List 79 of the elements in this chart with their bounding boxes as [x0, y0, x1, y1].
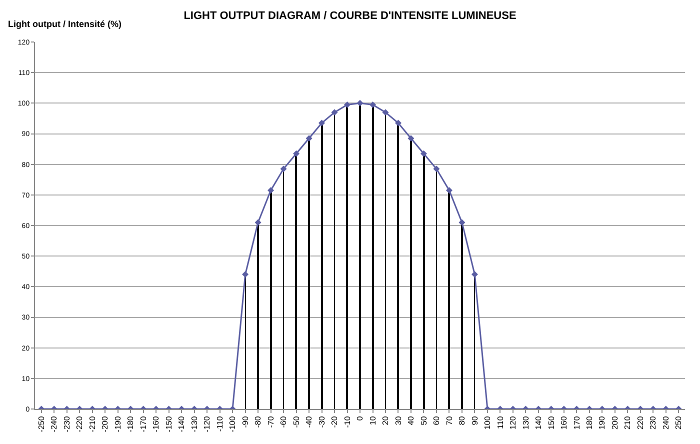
y-axis-title: Light output / Intensité (%)	[8, 19, 122, 29]
point	[242, 271, 249, 278]
point	[420, 150, 427, 157]
point	[356, 100, 364, 106]
x-tick-label: -10	[342, 416, 352, 428]
x-tick-label: 80	[458, 416, 467, 426]
x-tick-label: -220	[75, 416, 84, 432]
x-tick-label: 110	[496, 416, 505, 429]
point	[382, 109, 389, 116]
x-tick-label: 170	[572, 416, 582, 430]
x-tick-label: 90	[470, 416, 480, 426]
point	[458, 219, 466, 226]
x-tick-label: -140	[177, 416, 186, 432]
x-tick-label: -40	[304, 416, 314, 428]
point	[433, 166, 440, 172]
bar	[295, 154, 297, 409]
x-tick-label: 120	[508, 416, 518, 430]
point	[446, 187, 452, 194]
point	[344, 101, 350, 108]
point	[268, 187, 274, 194]
x-tick-label: -50	[292, 416, 301, 428]
x-tick-label: -120	[202, 416, 212, 432]
point	[280, 166, 287, 172]
bar	[346, 105, 348, 409]
x-tick-label: -70	[266, 416, 276, 428]
x-tick-label: 50	[419, 416, 428, 426]
x-tick-label: -170	[138, 416, 148, 432]
x-tick-label: -210	[88, 416, 97, 432]
x-tick-label: -230	[62, 416, 72, 432]
x-tick-label: 190	[598, 416, 607, 430]
x-tick-label: 210	[623, 416, 632, 430]
x-tick-label: -250	[36, 416, 46, 432]
x-tick-label: 200	[610, 416, 620, 430]
x-tick-label: 40	[406, 416, 416, 426]
x-tick-label: -180	[126, 416, 136, 432]
x-tick-label: -200	[100, 416, 110, 432]
x-tick-label: 100	[483, 416, 492, 430]
x-tick-label: 140	[534, 416, 544, 430]
bar	[359, 103, 361, 409]
point	[254, 219, 262, 226]
x-tick-label: -130	[190, 416, 199, 432]
x-tick-label: 150	[546, 416, 556, 430]
point	[370, 101, 376, 108]
x-tick-label: -240	[50, 416, 59, 432]
chart-title: LIGHT OUTPUT DIAGRAM / COURBE D'INTENSITE LUMINEUSE	[184, 10, 516, 22]
bar	[321, 123, 323, 409]
bar	[397, 123, 399, 409]
point	[293, 150, 300, 157]
point	[318, 120, 326, 126]
x-tick-label: 60	[432, 416, 442, 426]
point	[394, 120, 402, 126]
x-tick-label: -150	[164, 416, 174, 432]
x-tick-label: 230	[648, 416, 658, 430]
point	[471, 271, 478, 278]
x-tick-label: 250	[674, 416, 684, 430]
x-tick-label: 220	[636, 416, 645, 430]
x-tick-label: -20	[330, 416, 340, 428]
x-tick-label: -100	[228, 416, 238, 432]
x-tick-label: -30	[317, 416, 326, 428]
x-tick-label: 240	[661, 416, 670, 430]
x-tick-label: -190	[113, 416, 122, 432]
bar	[423, 154, 425, 409]
x-tick-label: 70	[444, 416, 454, 426]
x-tick-label: -80	[254, 416, 263, 428]
x-tick-label: -60	[279, 416, 288, 428]
bar	[372, 105, 374, 409]
x-tick-label: 0	[356, 416, 365, 421]
x-tick-label: 160	[560, 416, 569, 430]
x-tick-label: 10	[368, 416, 378, 426]
point	[331, 109, 338, 116]
x-tick-label: 130	[521, 416, 530, 430]
x-tick-label: 20	[381, 416, 390, 426]
point	[408, 135, 414, 142]
x-tick-label: -90	[240, 416, 250, 428]
x-tick-label: -110	[215, 416, 224, 432]
x-tick-label: 180	[585, 416, 594, 430]
point	[306, 135, 312, 142]
x-tick-label: 30	[394, 416, 403, 426]
x-tick-label: -160	[152, 416, 161, 432]
